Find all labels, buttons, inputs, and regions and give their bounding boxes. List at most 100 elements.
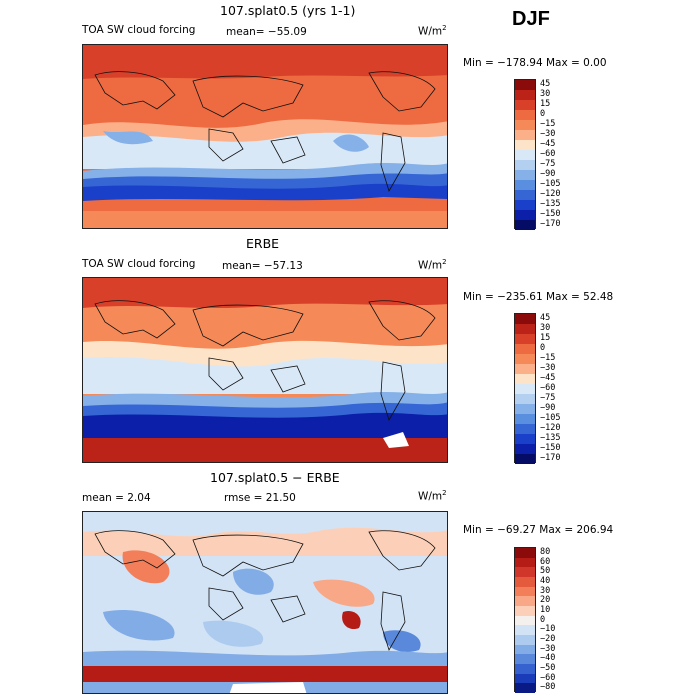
colorbar-tick-label: 80 (540, 546, 551, 557)
panel3-units: W/m2 (418, 489, 447, 503)
panel2-mean: mean= −57.13 (222, 260, 303, 272)
colorbar-swatch (515, 548, 535, 558)
colorbar-swatch (515, 596, 535, 606)
colorbar-tick-label: −105 (540, 413, 561, 423)
colorbar-tick-label: −30 (540, 363, 556, 373)
season-label: DJF (512, 8, 550, 30)
colorbar-swatch (515, 615, 535, 626)
colorbar-swatch (515, 663, 535, 674)
colorbar-swatch (515, 364, 535, 374)
colorbar-swatch (515, 100, 535, 110)
panel1-map (82, 44, 448, 229)
colorbar-swatch (515, 625, 535, 635)
colorbar-swatch (515, 150, 535, 160)
panel2-title: ERBE (246, 236, 280, 251)
colorbar-swatch (515, 160, 535, 170)
panel3-map (82, 511, 448, 694)
colorbar-swatch (515, 654, 535, 664)
colorbar-tick-label: −45 (540, 373, 556, 383)
colorbar-tick-label: 0 (540, 343, 546, 353)
panel3-rmse: rmse = 21.50 (224, 492, 296, 504)
colorbar-tick-label: −75 (540, 393, 556, 403)
colorbar-swatch (515, 567, 535, 577)
colorbar-swatch (515, 170, 535, 180)
colorbar-swatch (515, 404, 535, 414)
colorbar-tick-label: 0 (540, 109, 546, 119)
colorbar-swatch (515, 354, 535, 364)
colorbar-tick-label: −135 (540, 199, 561, 209)
colorbar-tick-label: 0 (540, 614, 546, 625)
panel1-mean: mean= −55.09 (226, 26, 307, 38)
panel3-title: 107.splat0.5 − ERBE (210, 470, 340, 485)
colorbar-swatch (515, 683, 535, 693)
colorbar-swatch (515, 120, 535, 130)
colorbar-swatch (515, 200, 535, 210)
colorbar-tick-label: −45 (540, 139, 556, 149)
colorbar-swatch (515, 424, 535, 434)
colorbar-swatch (515, 220, 535, 230)
panel3-minmax: Min = −69.27 Max = 206.94 (463, 524, 614, 536)
colorbar-swatch (515, 110, 535, 120)
colorbar-swatch (515, 673, 535, 684)
colorbar-swatch (515, 374, 535, 384)
colorbar-tick-label: −50 (540, 662, 556, 673)
colorbar-swatch (515, 130, 535, 140)
colorbar-swatch (515, 90, 535, 100)
colorbar-tick-label: −10 (540, 624, 556, 635)
colorbar-tick-label: 30 (540, 585, 551, 596)
colorbar-tick-label: −30 (540, 129, 556, 139)
panel3-mean: mean = 2.04 (82, 492, 151, 504)
colorbar-tick-label: 45 (540, 313, 551, 323)
colorbar-swatch (515, 344, 535, 354)
colorbar-tick-label: 30 (540, 323, 551, 333)
panel2-minmax: Min = −235.61 Max = 52.48 (463, 291, 614, 303)
colorbar-swatch (515, 586, 535, 597)
colorbar-tick-label: 10 (540, 604, 551, 615)
panel1-title: 107.splat0.5 (yrs 1-1) (220, 3, 356, 18)
colorbar-swatch (515, 576, 535, 587)
colorbar-tick-label: 15 (540, 333, 551, 343)
panel1-map-field (83, 45, 447, 228)
colorbar-swatch (515, 210, 535, 220)
colorbar-tick-label: −120 (540, 189, 561, 199)
colorbar-tick-label: −75 (540, 159, 556, 169)
colorbar-swatch (515, 384, 535, 394)
colorbar-swatch (515, 334, 535, 344)
colorbar-tick-label: 45 (540, 79, 551, 89)
colorbar-tick-label: −135 (540, 433, 561, 443)
colorbar-swatch (515, 605, 535, 616)
colorbar-tick-label: −30 (540, 643, 556, 654)
panel2-map-field (83, 278, 447, 462)
colorbar-tick-label: 60 (540, 556, 551, 567)
panel1-units: W/m2 (418, 24, 447, 38)
colorbar-tick-label: −60 (540, 149, 556, 159)
colorbar-swatch (515, 324, 535, 334)
colorbar-swatch (515, 140, 535, 150)
colorbar-tick-label: −150 (540, 209, 561, 219)
colorbar-tick-label: −150 (540, 443, 561, 453)
panel3-colorbar (514, 547, 536, 693)
colorbar-swatch (515, 434, 535, 444)
panel2-colorbar (514, 313, 536, 464)
colorbar-tick-label: 20 (540, 595, 551, 606)
colorbar-tick-label: 30 (540, 89, 551, 99)
colorbar-swatch (515, 444, 535, 454)
panel1-minmax: Min = −178.94 Max = 0.00 (463, 57, 607, 69)
panel2-units: W/m2 (418, 258, 447, 272)
panel3-map-field (83, 512, 447, 693)
colorbar-swatch (515, 634, 535, 645)
colorbar-swatch (515, 557, 535, 568)
colorbar-tick-label: −80 (540, 682, 556, 693)
panel2-variable-label: TOA SW cloud forcing (82, 258, 196, 270)
colorbar-swatch (515, 80, 535, 90)
colorbar-tick-label: −60 (540, 672, 556, 683)
colorbar-swatch (515, 414, 535, 424)
panel2-map (82, 277, 448, 463)
colorbar-swatch (515, 454, 535, 464)
colorbar-tick-label: −90 (540, 403, 556, 413)
panel1-colorbar (514, 79, 536, 230)
colorbar-swatch (515, 180, 535, 190)
colorbar-tick-label: 15 (540, 99, 551, 109)
colorbar-tick-label: −105 (540, 179, 561, 189)
colorbar-swatch (515, 314, 535, 324)
